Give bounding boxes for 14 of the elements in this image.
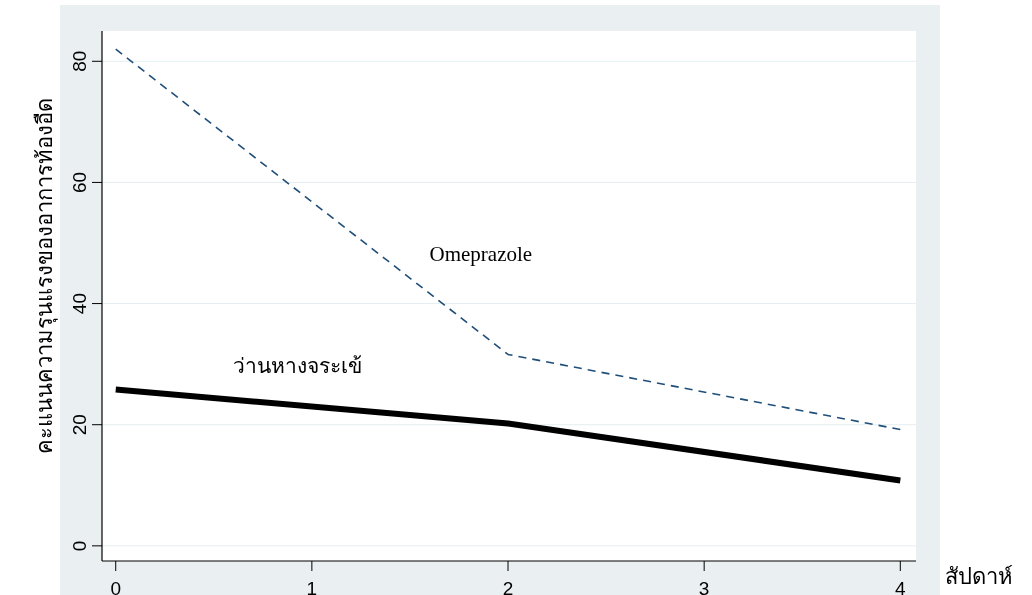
y-tick-label: 40	[69, 293, 90, 315]
y-tick-label: 60	[69, 171, 90, 193]
y-tick-label: 80	[69, 50, 90, 72]
x-tick-label: 3	[698, 578, 710, 595]
x-tick-label: 0	[110, 578, 122, 595]
y-tick-label: 0	[69, 540, 90, 552]
x-tick-label: 1	[306, 578, 318, 595]
series-label: ว่านหางจระเข้	[233, 354, 363, 379]
y-axis-title: คะแนนความรุนแรงของอาการท้องอืด	[32, 98, 58, 454]
x-tick-label: 2	[502, 578, 514, 595]
series-label: Omeprazole	[429, 242, 533, 267]
y-tick-label: 20	[69, 414, 90, 436]
x-axis-title: สัปดาห์	[945, 564, 1013, 589]
x-tick-label: 4	[895, 578, 907, 595]
